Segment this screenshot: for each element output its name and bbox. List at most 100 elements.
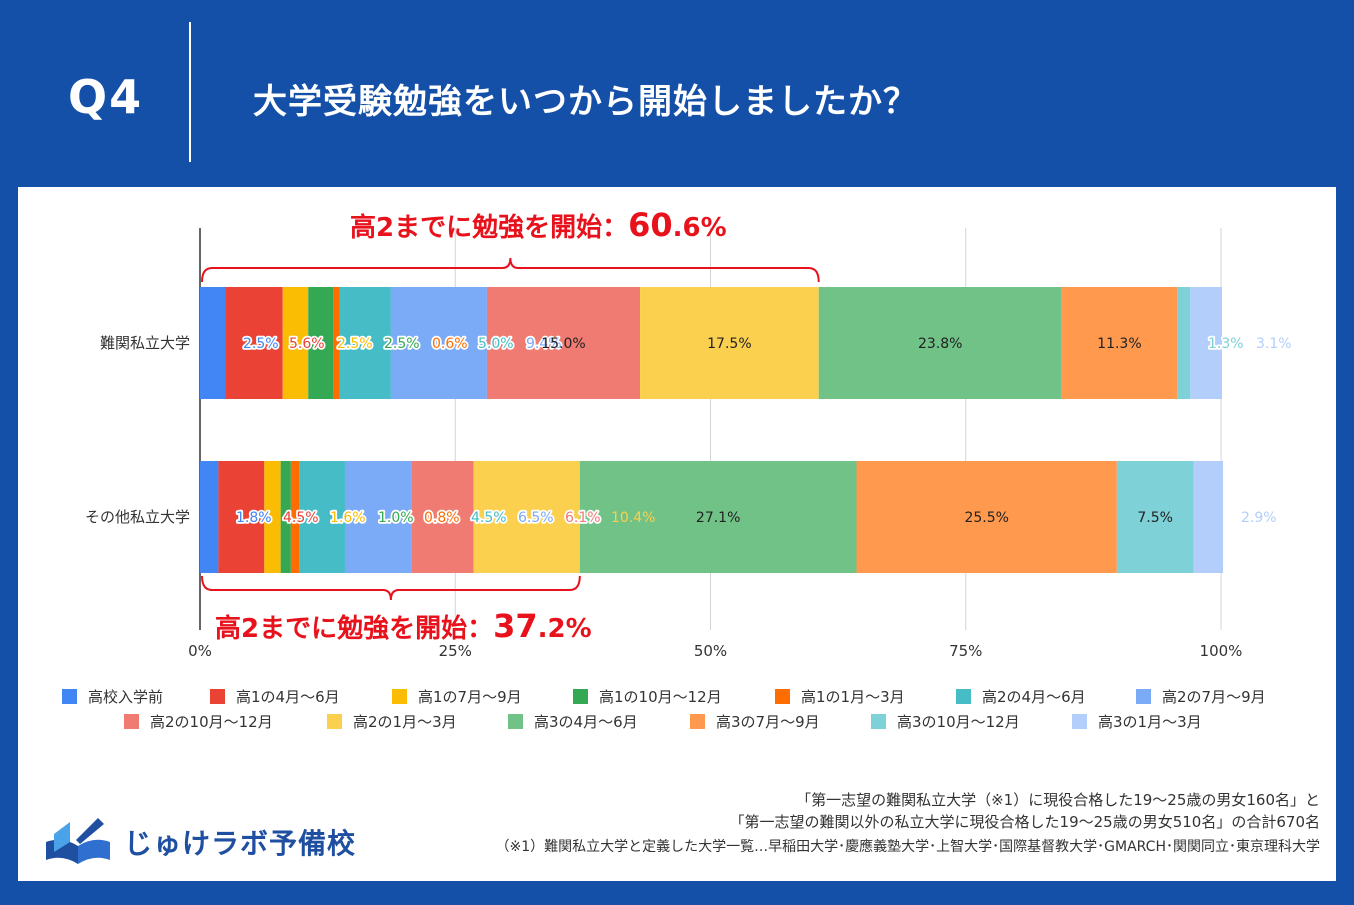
- bar-segment: [200, 461, 219, 573]
- data-label: 10.4%: [611, 510, 655, 526]
- annotation-text: 高2までに勉強を開始：37.2%: [215, 607, 592, 645]
- bar-segment: [1177, 287, 1191, 399]
- open-book-icon: [46, 818, 110, 864]
- legend-swatch: [690, 714, 705, 729]
- data-label: 1.3%: [1208, 336, 1244, 352]
- footnote-line-1: 「第一志望の難関私立大学（※1）に現役合格した19～25歳の男女160名」と: [796, 791, 1320, 809]
- bar-segment: [344, 461, 412, 573]
- data-label-halo: 9.4%: [526, 336, 562, 352]
- data-label: 1.8%: [236, 510, 272, 526]
- bar-segment: [1061, 287, 1178, 399]
- legend-label: 高2の10月～12月: [150, 713, 273, 731]
- bar-segment: [308, 287, 334, 399]
- data-label: 25.5%: [964, 510, 1008, 526]
- legend-swatch: [210, 689, 225, 704]
- legend-swatch: [1136, 689, 1151, 704]
- data-label: 1.6%: [330, 510, 366, 526]
- data-label: 6.1%: [565, 510, 601, 526]
- bar-segment: [473, 461, 580, 573]
- footnote-line-3: （※1）難関私立大学と定義した大学一覧…早稲田大学･慶應義塾大学･上智大学･国際…: [495, 839, 1320, 855]
- bar-segment: [225, 287, 283, 399]
- data-label: 0.6%: [432, 336, 468, 352]
- bar-segment: [299, 461, 345, 573]
- data-label-halo: 5.6%: [289, 336, 325, 352]
- bar-segment: [1190, 287, 1223, 399]
- data-label: 2.9%: [1241, 510, 1277, 526]
- bar-segment: [411, 461, 474, 573]
- data-label-halo: 2.5%: [243, 336, 279, 352]
- data-label: 2.5%: [384, 336, 420, 352]
- bar-segment: [1193, 461, 1224, 573]
- data-label: 23.8%: [918, 336, 962, 352]
- bar-segment: [339, 287, 391, 399]
- legend-label: 高3の7月～9月: [716, 713, 820, 731]
- bar-segment: [200, 287, 226, 399]
- legend-label: 高1の10月～12月: [599, 688, 722, 706]
- data-label: 2.5%: [243, 336, 279, 352]
- x-tick-label: 50%: [694, 642, 727, 660]
- legend-swatch: [508, 714, 523, 729]
- legend-swatch: [392, 689, 407, 704]
- legend-label: 高2の1月～3月: [353, 713, 457, 731]
- bar-segment: [579, 461, 857, 573]
- legend-label: 高2の4月～6月: [982, 688, 1086, 706]
- data-label: 6.5%: [518, 510, 554, 526]
- bar-segment: [640, 287, 819, 399]
- legend-swatch: [871, 714, 886, 729]
- bar-segment: [390, 287, 487, 399]
- bar-segment: [290, 461, 300, 573]
- legend-swatch: [775, 689, 790, 704]
- annotation-bracket: [201, 257, 820, 283]
- bar-segment: [333, 287, 340, 399]
- data-label-halo: 2.5%: [337, 336, 373, 352]
- legend-label: 高1の1月～3月: [801, 688, 905, 706]
- legend-label: 高1の4月～6月: [236, 688, 340, 706]
- data-label-halo: 4.5%: [471, 510, 507, 526]
- data-label: 5.6%: [289, 336, 325, 352]
- data-label-halo: 0.6%: [432, 336, 468, 352]
- data-label: 11.3%: [1097, 336, 1141, 352]
- data-label-halo: 6.5%: [518, 510, 554, 526]
- data-label: 15.0%: [541, 336, 585, 352]
- data-label: 9.4%: [526, 336, 562, 352]
- data-label: 27.1%: [696, 510, 740, 526]
- data-label-halo: 4.5%: [283, 510, 319, 526]
- bar-segment: [282, 287, 309, 399]
- bar-segment: [264, 461, 281, 573]
- category-label: 難関私立大学: [100, 334, 190, 352]
- legend-swatch: [62, 689, 77, 704]
- bar-segment: [1116, 461, 1194, 573]
- legend-label: 高1の7月～9月: [418, 688, 522, 706]
- data-label: 0.8%: [424, 510, 460, 526]
- bar-segment: [218, 461, 265, 573]
- bar-segment: [486, 287, 641, 399]
- question-number: Q4: [68, 70, 144, 124]
- data-label-halo: 0.8%: [424, 510, 460, 526]
- category-label: その他私立大学: [85, 508, 190, 526]
- annotation-text: 高2までに勉強を開始：60.6%: [350, 206, 727, 244]
- legend-swatch: [327, 714, 342, 729]
- logo-text: じゅけラボ予備校: [124, 827, 357, 860]
- bar-segment: [818, 287, 1062, 399]
- annotation-bracket: [201, 575, 581, 601]
- legend-swatch: [956, 689, 971, 704]
- footnote-line-2: 「第一志望の難関以外の私立大学に現役合格した19～25歳の男女510名」の合計6…: [729, 813, 1320, 831]
- data-label: 4.5%: [471, 510, 507, 526]
- legend-label: 高3の10月～12月: [897, 713, 1020, 731]
- data-label-halo: 1.6%: [330, 510, 366, 526]
- x-tick-label: 100%: [1200, 642, 1243, 660]
- legend-swatch: [1072, 714, 1087, 729]
- x-tick-label: 75%: [949, 642, 982, 660]
- data-label: 7.5%: [1137, 510, 1173, 526]
- data-label: 3.1%: [1256, 336, 1292, 352]
- x-tick-label: 25%: [439, 642, 472, 660]
- data-label-halo: 6.1%: [565, 510, 601, 526]
- legend-label: 高2の7月～9月: [1162, 688, 1266, 706]
- page-title: 大学受験勉強をいつから開始しましたか？: [253, 82, 918, 122]
- legend-label: 高3の1月～3月: [1098, 713, 1202, 731]
- data-label: 1.0%: [378, 510, 414, 526]
- data-label-halo: 2.5%: [384, 336, 420, 352]
- data-label: 2.5%: [337, 336, 373, 352]
- bar-segment: [280, 461, 291, 573]
